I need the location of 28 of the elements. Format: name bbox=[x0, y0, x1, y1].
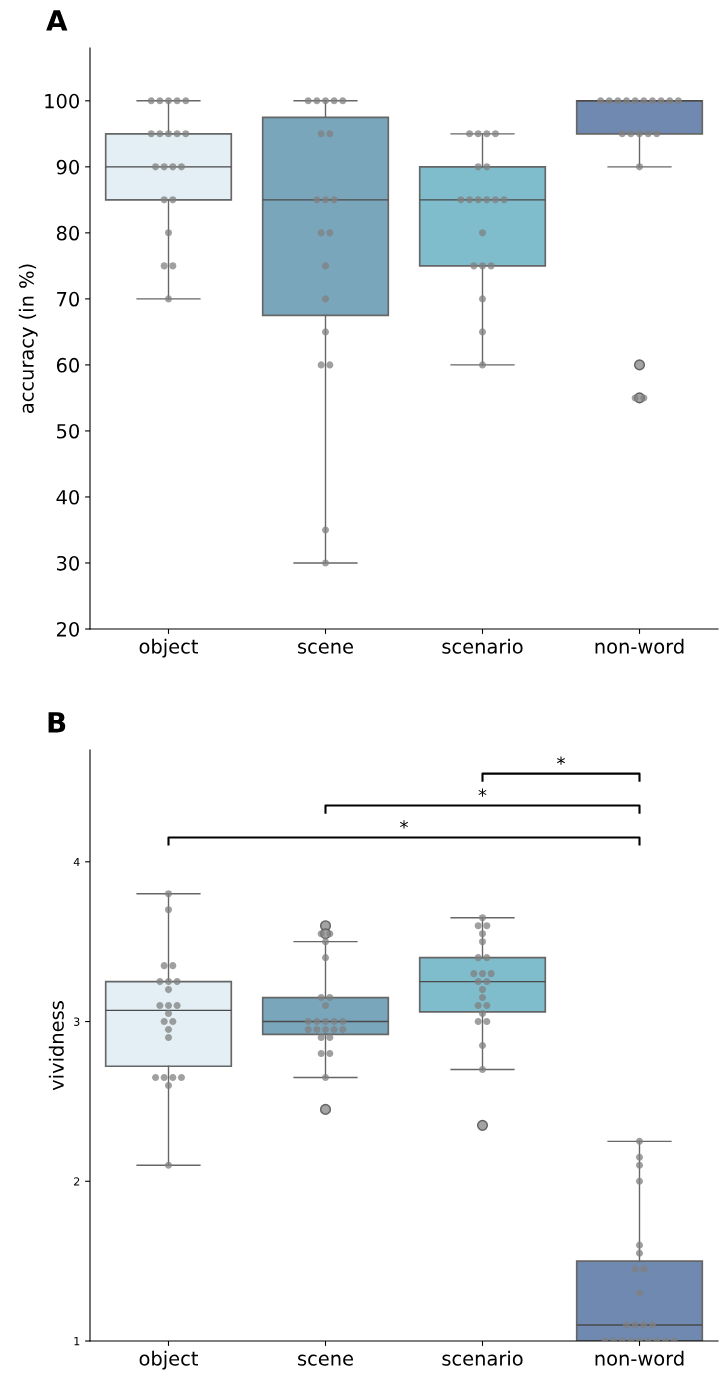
y-tick-label: 2 bbox=[74, 1177, 80, 1186]
x-tick-label: non-word bbox=[595, 638, 684, 654]
x-tick-label: scene bbox=[298, 1354, 353, 1366]
y-tick-label: 100 bbox=[45, 93, 79, 109]
chart-title: A bbox=[46, 10, 68, 31]
y-axis-title: accuracy (in %) bbox=[18, 264, 38, 414]
x-tick-label: object bbox=[139, 1350, 198, 1370]
y-tick-label: 80 bbox=[56, 225, 79, 241]
annotation: * bbox=[478, 788, 487, 797]
y-tick-label: 60 bbox=[56, 357, 79, 373]
y-tick-label: 1 bbox=[74, 1337, 80, 1346]
x-tick-label: scene bbox=[298, 642, 353, 654]
y-tick-label: 90 bbox=[56, 159, 79, 175]
y-tick-label: 20 bbox=[56, 621, 79, 637]
y-tick-label: 40 bbox=[56, 489, 79, 505]
y-tick-label: 4 bbox=[73, 857, 80, 867]
x-tick-label: non-word bbox=[595, 1350, 684, 1366]
x-tick-label: scenario bbox=[442, 638, 523, 654]
y-tick-label: 50 bbox=[57, 423, 79, 439]
y-tick-label: 70 bbox=[57, 291, 79, 307]
x-tick-label: scenario bbox=[442, 1350, 523, 1366]
y-axis-title: vividness bbox=[48, 1001, 64, 1091]
y-tick-label: 30 bbox=[57, 555, 79, 571]
chart-title: B bbox=[48, 712, 66, 733]
annotation: * bbox=[557, 756, 565, 765]
x-tick-label: object bbox=[139, 638, 198, 658]
y-tick-label: 3 bbox=[74, 1017, 80, 1026]
annotation: * bbox=[400, 820, 408, 829]
